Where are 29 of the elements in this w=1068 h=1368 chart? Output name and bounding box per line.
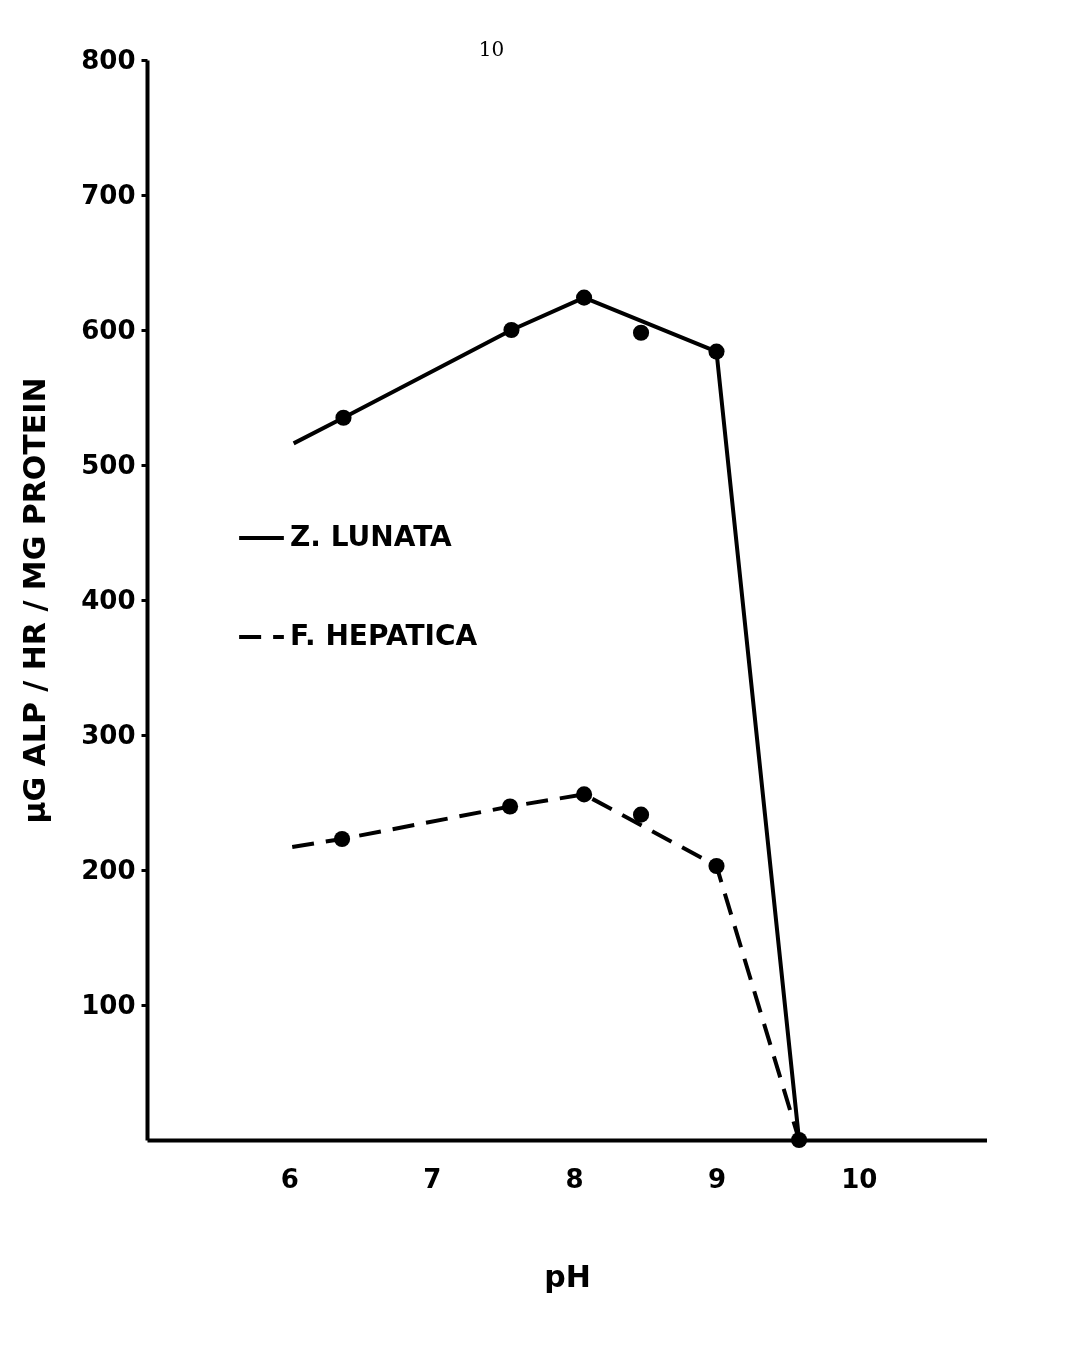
y-tick-label: 500 — [81, 449, 136, 480]
x-tick-label: 7 — [423, 1163, 442, 1194]
point — [576, 786, 593, 803]
y-tick-label: 400 — [81, 584, 136, 615]
x-tick-label: 6 — [280, 1163, 299, 1194]
point — [708, 857, 725, 874]
point — [632, 806, 650, 823]
x-axis-title: pH — [544, 1258, 591, 1294]
point — [335, 409, 352, 426]
y-tick-label: 700 — [81, 179, 136, 210]
point — [333, 830, 351, 847]
x-tick-label: 8 — [565, 1163, 584, 1194]
point — [708, 343, 725, 360]
x-tick-label: 9 — [707, 1163, 727, 1194]
y-tick-label: 800 — [81, 44, 136, 75]
point — [576, 289, 593, 306]
point — [791, 1131, 808, 1149]
point — [501, 798, 519, 815]
legend-label: Z. LUNATA — [290, 520, 453, 554]
y-tick-label: 200 — [81, 854, 136, 885]
y-tick-label: 100 — [81, 989, 136, 1020]
y-axis-title: μG ALP / HR / MG PROTEIN — [17, 377, 53, 824]
legend-label: F. HEPATICA — [290, 619, 478, 653]
y-tick-label: 300 — [81, 719, 136, 750]
point — [503, 321, 520, 339]
annotation: 10 — [478, 37, 505, 61]
y-tick-label: 600 — [81, 314, 136, 345]
point — [632, 324, 650, 341]
x-tick-label: 10 — [841, 1163, 878, 1194]
